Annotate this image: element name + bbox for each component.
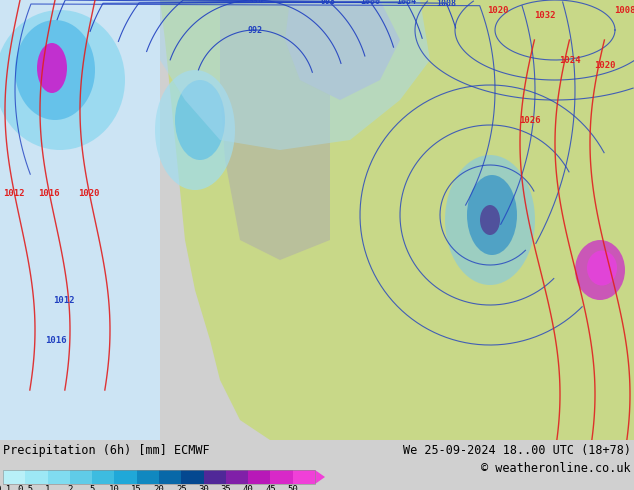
- Text: 1020: 1020: [488, 5, 508, 15]
- Polygon shape: [160, 0, 634, 440]
- Text: 998: 998: [321, 0, 335, 6]
- Polygon shape: [160, 0, 430, 150]
- Polygon shape: [285, 0, 400, 100]
- Text: 5: 5: [89, 485, 95, 490]
- Ellipse shape: [155, 70, 235, 190]
- Ellipse shape: [480, 205, 500, 235]
- Text: 40: 40: [243, 485, 254, 490]
- Text: 0.1: 0.1: [0, 485, 11, 490]
- Text: 1004: 1004: [396, 0, 417, 6]
- Bar: [114, 470, 137, 484]
- Bar: [92, 470, 114, 484]
- Bar: [226, 470, 248, 484]
- Ellipse shape: [575, 240, 625, 300]
- Bar: [3, 470, 315, 484]
- Ellipse shape: [467, 175, 517, 255]
- Text: 992: 992: [248, 25, 263, 34]
- Text: 10: 10: [109, 485, 120, 490]
- Bar: [204, 470, 226, 484]
- Bar: [70, 470, 92, 484]
- Ellipse shape: [0, 10, 125, 150]
- Text: 1026: 1026: [519, 116, 541, 124]
- Text: 20: 20: [153, 485, 164, 490]
- Text: © weatheronline.co.uk: © weatheronline.co.uk: [481, 462, 631, 475]
- Ellipse shape: [37, 43, 67, 93]
- Text: 25: 25: [176, 485, 186, 490]
- Ellipse shape: [175, 80, 225, 160]
- Bar: [25, 470, 48, 484]
- Text: 1032: 1032: [534, 10, 556, 20]
- Text: 30: 30: [198, 485, 209, 490]
- Text: 1012: 1012: [4, 189, 25, 197]
- Bar: [48, 470, 70, 484]
- Text: 996: 996: [249, 0, 263, 4]
- Ellipse shape: [445, 155, 535, 285]
- Bar: [293, 470, 315, 484]
- Bar: [181, 470, 204, 484]
- Ellipse shape: [587, 250, 617, 286]
- Text: 1008: 1008: [436, 0, 456, 8]
- Bar: [248, 470, 271, 484]
- Text: 1020: 1020: [79, 189, 100, 197]
- Text: 35: 35: [221, 485, 231, 490]
- Bar: [159, 470, 181, 484]
- Text: We 25-09-2024 18..00 UTC (18+78): We 25-09-2024 18..00 UTC (18+78): [403, 444, 631, 457]
- Text: 50: 50: [287, 485, 298, 490]
- Text: 15: 15: [131, 485, 142, 490]
- Text: 2: 2: [67, 485, 72, 490]
- Text: 1: 1: [45, 485, 50, 490]
- Ellipse shape: [15, 20, 95, 120]
- Text: 1016: 1016: [39, 189, 60, 197]
- Text: 1012: 1012: [53, 295, 75, 304]
- Text: 1024: 1024: [559, 55, 581, 65]
- Text: Precipitation (6h) [mm] ECMWF: Precipitation (6h) [mm] ECMWF: [3, 444, 210, 457]
- Text: 1000: 1000: [360, 0, 380, 6]
- Text: 45: 45: [265, 485, 276, 490]
- Polygon shape: [315, 470, 325, 484]
- Bar: [0, 0, 160, 440]
- Text: 1020: 1020: [594, 60, 616, 70]
- Bar: [137, 470, 159, 484]
- Text: 0.5: 0.5: [17, 485, 34, 490]
- Polygon shape: [220, 0, 330, 260]
- Text: 1008: 1008: [614, 5, 634, 15]
- Bar: [271, 470, 293, 484]
- Bar: [3, 470, 25, 484]
- Text: 1016: 1016: [45, 336, 67, 344]
